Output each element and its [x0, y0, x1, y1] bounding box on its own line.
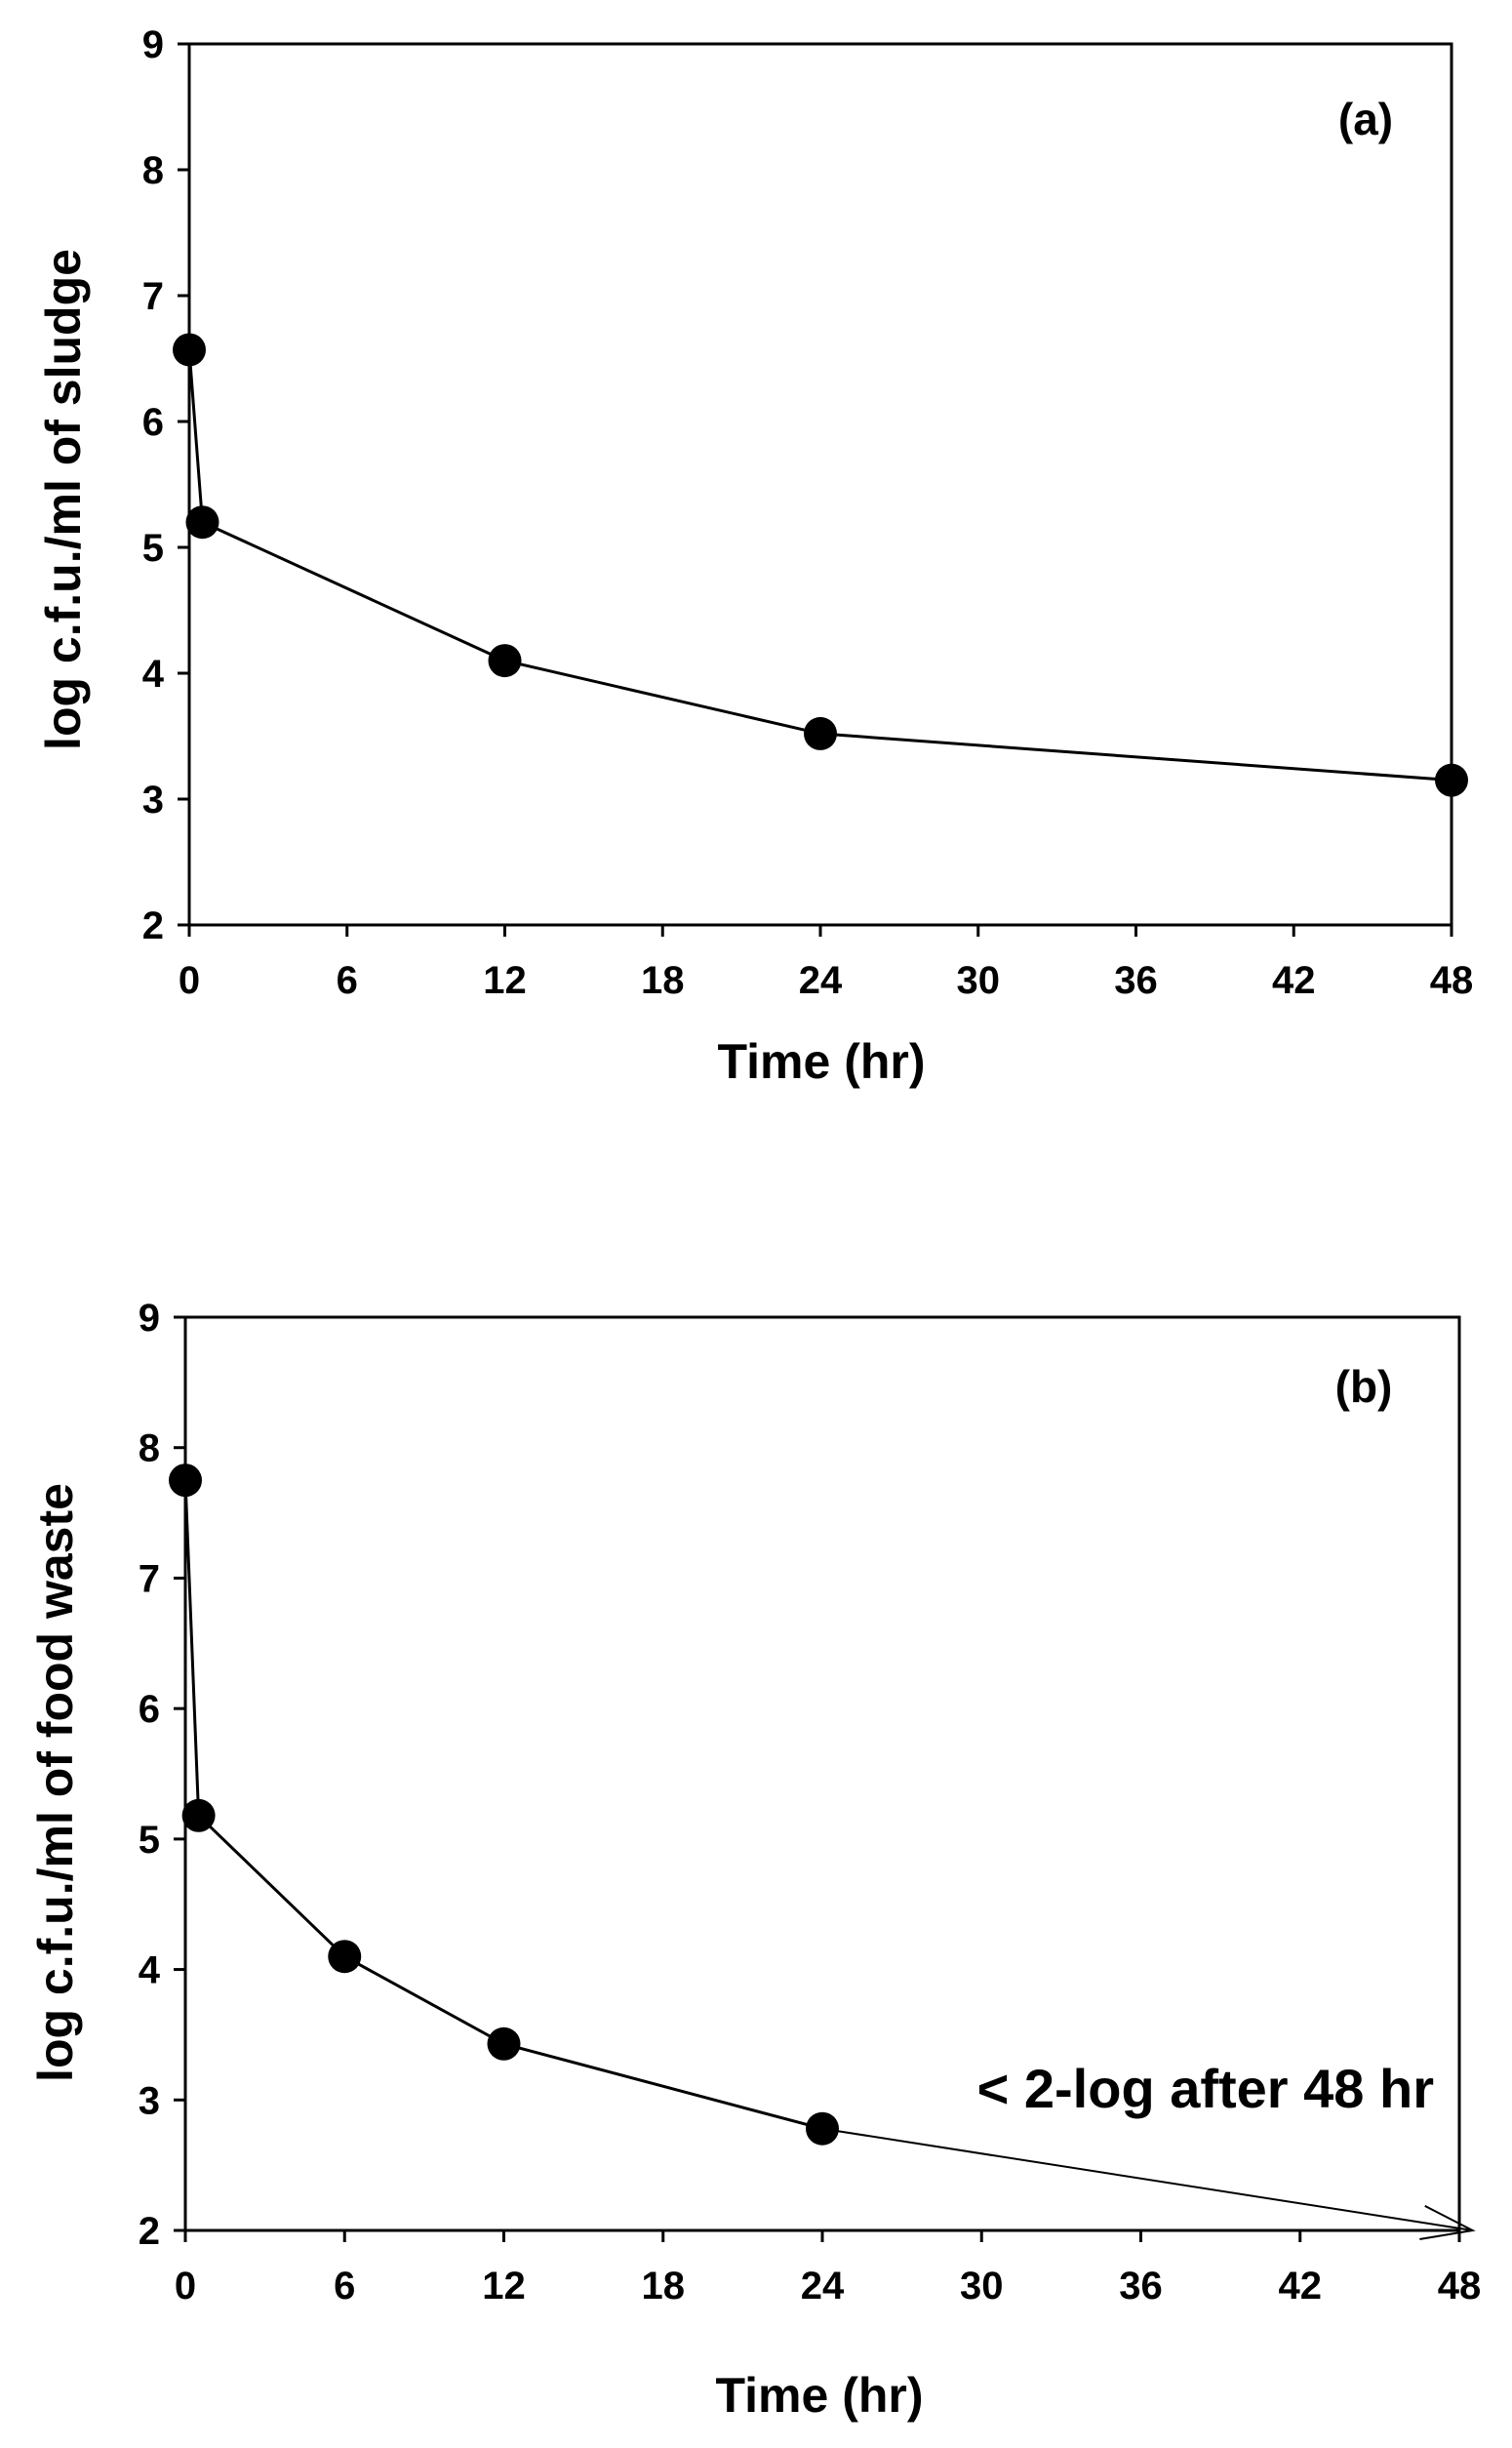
annotation-arrow-b: [821, 2127, 1476, 2241]
x-tick-label: 48: [1438, 2265, 1482, 2308]
x-tick-label: 24: [801, 2265, 845, 2308]
x-axis-title-b: Time (hr): [716, 2368, 924, 2423]
x-tick-label: 48: [1430, 959, 1474, 1002]
annotation-text-b: < 2-log after 48 hr: [977, 2058, 1434, 2119]
y-tick-label: 9: [139, 1297, 160, 1340]
x-tick-label: 12: [482, 2265, 526, 2308]
x-tick-label: 6: [334, 2265, 355, 2308]
y-axis-title-a: log c.f.u./ml of sludge: [36, 249, 91, 750]
y-tick-label: 7: [139, 1557, 160, 1600]
x-tick-label: 42: [1272, 959, 1316, 1002]
x-ticks-b: 0 6 12 18 24 30 36 42 48: [175, 2230, 1481, 2308]
y-tick-label: 4: [139, 1949, 161, 1992]
y-tick-label: 5: [142, 527, 164, 570]
y-tick-label: 8: [139, 1427, 160, 1470]
x-tick-label: 30: [960, 2265, 1004, 2308]
data-point: [328, 1940, 362, 1974]
markers-a: [173, 333, 1468, 797]
data-point: [488, 644, 522, 678]
annotation-arrow-head: [1419, 2204, 1476, 2241]
x-axis-title-a: Time (hr): [718, 1034, 926, 1089]
y-tick-label: 8: [142, 149, 164, 192]
y-ticks-b: 2 3 4 5 6 7 8 9: [139, 1297, 185, 2253]
data-point: [806, 2111, 839, 2146]
y-tick-label: 6: [142, 401, 164, 444]
x-tick-label: 18: [641, 959, 685, 1002]
panel-label-a: (a): [1338, 94, 1393, 144]
data-point: [169, 1464, 202, 1498]
y-tick-label: 3: [139, 2079, 160, 2122]
x-tick-label: 42: [1279, 2265, 1323, 2308]
x-tick-label: 24: [799, 959, 843, 1002]
data-point: [173, 333, 206, 367]
x-tick-label: 0: [179, 959, 200, 1002]
data-point: [804, 716, 837, 750]
x-tick-label: 12: [483, 959, 527, 1002]
x-tick-label: 30: [957, 959, 1001, 1002]
y-tick-label: 2: [142, 904, 164, 947]
markers-b: [169, 1464, 839, 2146]
panel-label-b: (b): [1335, 1361, 1393, 1412]
x-tick-label: 36: [1114, 959, 1158, 1002]
x-tick-label: 36: [1119, 2265, 1163, 2308]
data-point: [1435, 763, 1468, 797]
y-axis-title-b: log c.f.u./ml of food waste: [28, 1483, 83, 2082]
y-tick-label: 6: [139, 1688, 160, 1731]
y-ticks-a: 2 3 4 5 6 7 8 9: [142, 23, 189, 947]
annotation-arrow-line: [821, 2127, 1473, 2231]
y-tick-label: 2: [139, 2210, 160, 2253]
x-tick-label: 0: [175, 2265, 196, 2308]
chart-panel-b: 2 3 4 5 6 7 8 9 0 6 12 18 24 30 36 42 48 (b) < 2-log af…: [28, 1297, 1481, 2423]
data-point: [181, 1798, 216, 1832]
y-tick-label: 7: [142, 275, 164, 318]
x-ticks-a: 0 6 12 18 24 30 36 42 48: [179, 925, 1473, 1002]
y-tick-label: 9: [142, 23, 164, 66]
y-tick-label: 3: [142, 779, 164, 822]
x-tick-label: 6: [337, 959, 358, 1002]
data-point: [487, 2027, 521, 2061]
x-tick-label: 18: [642, 2265, 686, 2308]
y-tick-label: 5: [139, 1819, 160, 1862]
data-point: [185, 505, 219, 540]
y-tick-label: 4: [142, 653, 165, 696]
